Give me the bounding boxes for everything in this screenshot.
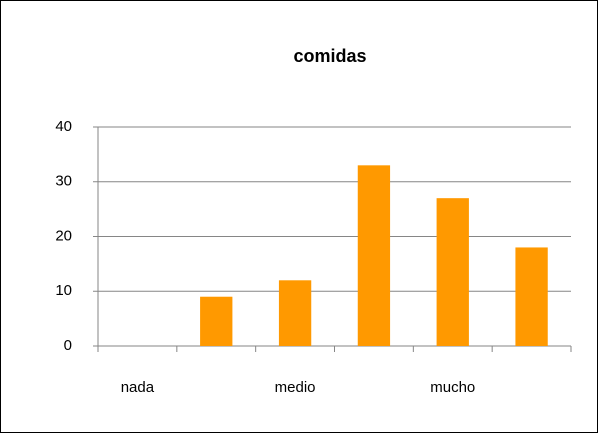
y-tick-label: 30 bbox=[55, 173, 72, 190]
y-tick-label: 40 bbox=[55, 118, 72, 135]
bar bbox=[357, 165, 391, 346]
x-tick-label: mucho bbox=[430, 379, 475, 396]
x-tick-label: medio bbox=[275, 379, 316, 396]
bar bbox=[200, 296, 233, 346]
y-tick-label: 20 bbox=[55, 227, 72, 244]
y-tick-label: 10 bbox=[55, 282, 72, 299]
bar bbox=[436, 198, 469, 346]
chart-title: comidas bbox=[293, 46, 366, 66]
bar bbox=[278, 280, 312, 346]
y-tick-label: 0 bbox=[64, 337, 72, 354]
bar bbox=[515, 247, 548, 346]
x-tick-label: nada bbox=[121, 379, 155, 396]
